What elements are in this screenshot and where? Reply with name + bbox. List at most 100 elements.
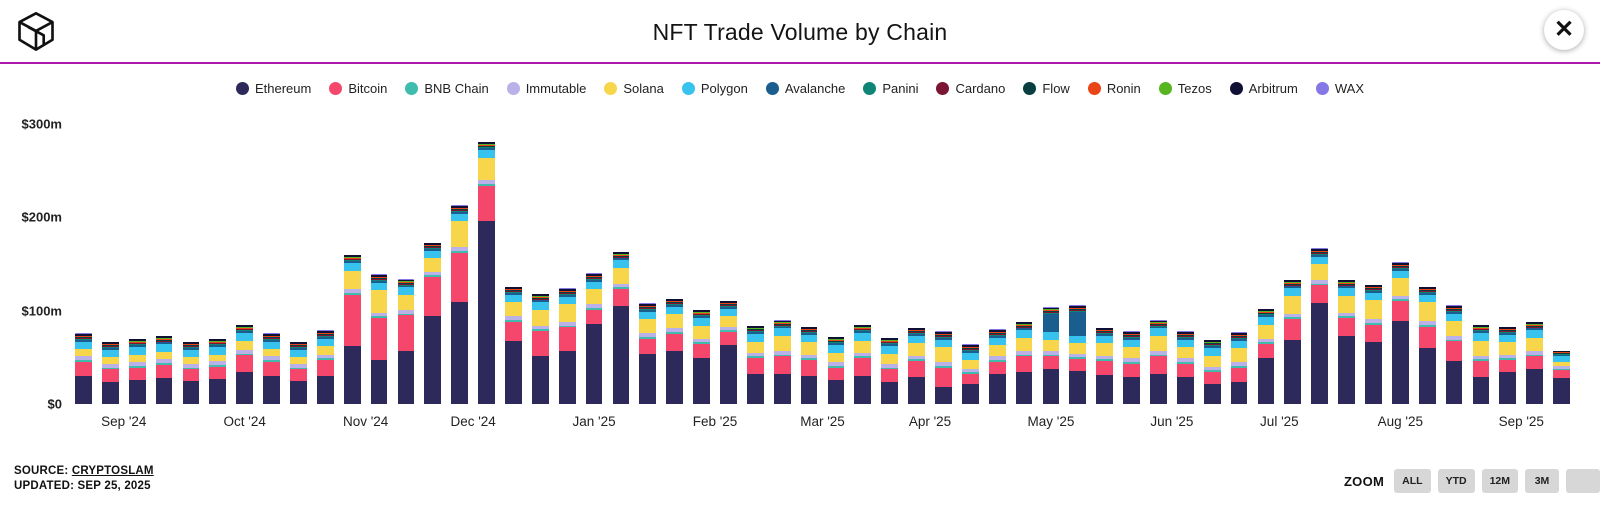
bar-segment-cardano[interactable] [800, 331, 818, 333]
bar-segment-cardano[interactable] [1338, 284, 1355, 286]
bar-segment-bitcoin[interactable] [478, 185, 495, 222]
bar-segment-panini[interactable] [370, 279, 388, 281]
bar-segment-polygon[interactable] [1123, 339, 1140, 348]
bar-segment-avalanche[interactable] [1311, 254, 1328, 257]
stacked-bar[interactable] [720, 124, 737, 404]
bar-segment-panini[interactable] [1553, 354, 1570, 356]
bar-segment-bnb-chain[interactable] [505, 320, 522, 322]
stacked-bar[interactable] [1418, 124, 1436, 404]
bar-segment-bitcoin[interactable] [666, 334, 683, 351]
zoom-button-ytd[interactable]: YTD [1437, 469, 1475, 493]
legend-item-polygon[interactable]: Polygon [681, 81, 748, 96]
bar-segment-cardano[interactable] [827, 341, 845, 343]
bar-segment-cardano[interactable] [854, 329, 872, 331]
bar-segment-immutable[interactable] [881, 363, 898, 368]
bar-segment-ronin[interactable] [1445, 307, 1463, 309]
bar-segment-immutable[interactable] [505, 316, 522, 321]
bar-segment-ronin[interactable] [693, 312, 710, 314]
bar-segment-bnb-chain[interactable] [1176, 362, 1194, 364]
bar-segment-avalanche[interactable] [1230, 338, 1248, 341]
bar-segment-bnb-chain[interactable] [1284, 317, 1302, 320]
bar-segment-panini[interactable] [935, 336, 952, 338]
bar-segment-immutable[interactable] [639, 333, 657, 337]
bar-segment-bnb-chain[interactable] [1042, 354, 1060, 357]
bar-segment-immutable[interactable] [236, 349, 253, 354]
bar-segment-bitcoin[interactable] [935, 367, 952, 388]
bar-segment-flow[interactable] [1203, 343, 1221, 345]
bar-segment-panini[interactable] [1391, 267, 1409, 269]
bar-segment-arbitrum[interactable] [1042, 307, 1060, 310]
bar-segment-bitcoin[interactable] [209, 366, 227, 379]
bar-segment-cardano[interactable] [182, 346, 200, 348]
bar-segment-immutable[interactable] [1230, 362, 1248, 366]
bar-segment-polygon[interactable] [1230, 340, 1248, 349]
bar-segment-ethereum[interactable] [397, 350, 415, 404]
bar-segment-avalanche[interactable] [531, 300, 549, 303]
bar-segment-polygon[interactable] [316, 338, 334, 347]
bar-segment-ronin[interactable] [585, 276, 603, 278]
bar-segment-panini[interactable] [128, 344, 146, 346]
bar-segment-arbitrum[interactable] [881, 338, 898, 341]
bar-segment-ronin[interactable] [961, 347, 979, 349]
bar-segment-ethereum[interactable] [827, 379, 845, 404]
bar-segment-arbitrum[interactable] [75, 333, 92, 336]
bar-segment-panini[interactable] [182, 347, 200, 349]
bar-segment-panini[interactable] [1526, 327, 1543, 329]
bar-segment-immutable[interactable] [531, 325, 549, 330]
bar-segment-solana[interactable] [155, 351, 173, 360]
bar-segment-flow[interactable] [128, 342, 146, 344]
bar-segment-arbitrum[interactable] [478, 142, 495, 145]
bar-segment-polygon[interactable] [1257, 317, 1275, 325]
stacked-bar[interactable] [1042, 124, 1060, 404]
bar-segment-immutable[interactable] [1015, 350, 1033, 355]
bar-segment-bnb-chain[interactable] [1445, 339, 1463, 342]
bar-segment-ethereum[interactable] [451, 302, 468, 404]
bar-segment-ethereum[interactable] [639, 353, 657, 404]
bar-segment-solana[interactable] [1042, 339, 1060, 351]
bar-segment-immutable[interactable] [612, 283, 630, 288]
bar-segment-bnb-chain[interactable] [612, 287, 630, 290]
stacked-bar[interactable] [800, 124, 818, 404]
bar-segment-ronin[interactable] [290, 344, 307, 346]
bar-segment-avalanche[interactable] [1203, 346, 1221, 349]
bar-segment-flow[interactable] [478, 145, 495, 147]
bar-segment-immutable[interactable] [155, 359, 173, 363]
bar-segment-solana[interactable] [558, 304, 576, 322]
bar-segment-bitcoin[interactable] [881, 369, 898, 382]
bar-segment-panini[interactable] [1418, 292, 1436, 293]
bar-segment-ronin[interactable] [1472, 327, 1490, 329]
bar-segment-polygon[interactable] [75, 341, 92, 349]
bar-segment-polygon[interactable] [343, 263, 361, 271]
bar-segment-cardano[interactable] [424, 247, 442, 249]
bar-segment-ethereum[interactable] [424, 316, 442, 404]
bar-segment-ronin[interactable] [1391, 265, 1409, 266]
bar-segment-polygon[interactable] [1553, 355, 1570, 362]
bar-segment-ethereum[interactable] [1123, 376, 1140, 404]
bar-segment-ethereum[interactable] [101, 381, 119, 404]
bar-segment-panini[interactable] [290, 347, 307, 349]
bar-segment-cardano[interactable] [1418, 291, 1436, 293]
bar-segment-immutable[interactable] [1445, 335, 1463, 340]
bar-segment-ronin[interactable] [370, 277, 388, 279]
bar-segment-immutable[interactable] [988, 356, 1006, 361]
stacked-bar[interactable] [773, 124, 791, 404]
bar-segment-flow[interactable] [1472, 328, 1490, 330]
stacked-bar[interactable] [1230, 124, 1248, 404]
bar-segment-immutable[interactable] [1553, 366, 1570, 370]
stacked-bar[interactable] [451, 124, 468, 404]
bar-segment-panini[interactable] [1069, 310, 1087, 312]
bar-segment-solana[interactable] [451, 221, 468, 248]
bar-segment-polygon[interactable] [1069, 335, 1087, 344]
bar-segment-polygon[interactable] [935, 339, 952, 348]
bar-segment-avalanche[interactable] [1445, 311, 1463, 314]
bar-segment-ronin[interactable] [209, 341, 227, 343]
zoom-button-3m[interactable]: 3M [1525, 469, 1559, 493]
bar-segment-panini[interactable] [1203, 345, 1221, 347]
stacked-bar[interactable] [639, 124, 657, 404]
bar-segment-flow[interactable] [424, 246, 442, 248]
bar-segment-immutable[interactable] [182, 363, 200, 368]
bar-segment-bitcoin[interactable] [316, 360, 334, 376]
bar-segment-ronin[interactable] [451, 208, 468, 210]
bar-segment-flow[interactable] [1499, 330, 1517, 332]
bar-segment-bitcoin[interactable] [451, 252, 468, 303]
